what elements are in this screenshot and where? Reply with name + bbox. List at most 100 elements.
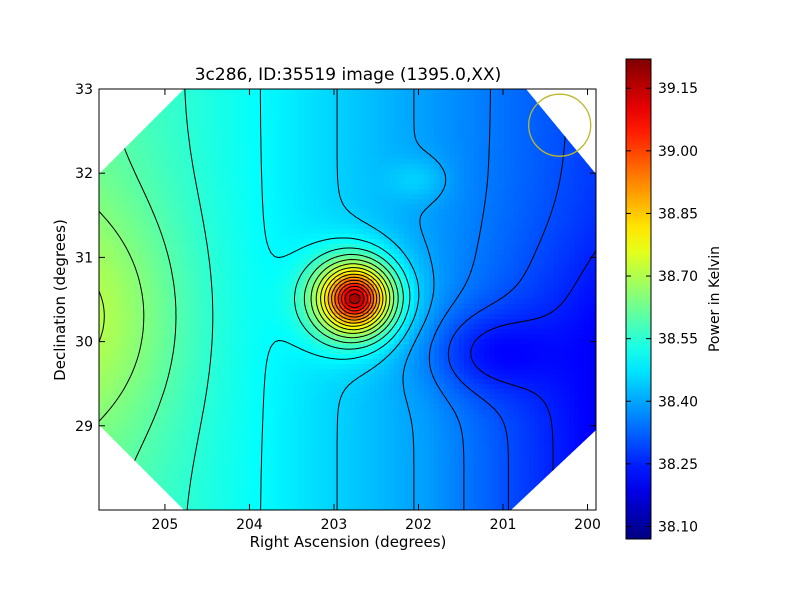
heatmap-cell — [564, 279, 570, 285]
heatmap-cell — [159, 199, 165, 205]
heatmap-cell — [219, 274, 225, 280]
heatmap-cell — [529, 284, 535, 290]
heatmap-cell — [279, 319, 285, 325]
heatmap-cell — [194, 214, 200, 220]
heatmap-cell — [169, 334, 175, 340]
heatmap-cell — [539, 329, 545, 335]
heatmap-cell — [199, 104, 205, 110]
heatmap-cell — [174, 199, 180, 205]
heatmap-cell — [444, 254, 450, 260]
heatmap-cell — [479, 209, 485, 215]
heatmap-cell — [504, 144, 510, 150]
heatmap-cell — [239, 244, 245, 250]
heatmap-cell — [269, 224, 275, 230]
heatmap-cell — [409, 204, 415, 210]
heatmap-cell — [129, 224, 135, 230]
heatmap-cell — [424, 229, 430, 235]
heatmap-cell — [144, 229, 150, 235]
heatmap-cell — [239, 94, 245, 100]
heatmap-cell — [534, 209, 540, 215]
heatmap-cell — [429, 189, 435, 195]
heatmap-cell — [264, 89, 270, 95]
heatmap-cell — [249, 244, 255, 250]
heatmap-cell — [554, 229, 560, 235]
heatmap-cell — [189, 169, 195, 175]
heatmap-cell — [454, 199, 460, 205]
heatmap-cell — [449, 99, 455, 105]
heatmap-cell — [214, 209, 220, 215]
heatmap-cell — [404, 269, 410, 275]
heatmap-cell — [349, 159, 355, 165]
heatmap-cell — [254, 304, 260, 310]
heatmap-cell — [484, 174, 490, 180]
heatmap-cell — [459, 99, 465, 105]
heatmap-cell — [449, 119, 455, 125]
heatmap-cell — [549, 294, 555, 300]
heatmap-cell — [174, 309, 180, 315]
heatmap-cell — [144, 164, 150, 170]
heatmap-cell — [419, 269, 425, 275]
heatmap-cell — [464, 209, 470, 215]
heatmap-cell — [304, 184, 310, 190]
heatmap-cell — [419, 204, 425, 210]
heatmap-cell — [264, 229, 270, 235]
heatmap-cell — [584, 164, 590, 170]
heatmap-cell — [494, 109, 500, 115]
heatmap-cell — [554, 129, 560, 135]
heatmap-cell — [269, 174, 275, 180]
heatmap-cell — [434, 219, 440, 225]
heatmap-cell — [374, 159, 380, 165]
heatmap-cell — [264, 319, 270, 325]
heatmap-cell — [304, 244, 310, 250]
heatmap-cell — [234, 194, 240, 200]
heatmap-cell — [164, 199, 170, 205]
heatmap-cell — [369, 189, 375, 195]
heatmap-cell — [459, 234, 465, 240]
heatmap-cell — [594, 304, 596, 310]
heatmap-cell — [519, 204, 525, 210]
heatmap-cell — [494, 89, 500, 95]
heatmap-cell — [504, 329, 510, 335]
heatmap-cell — [119, 274, 125, 280]
heatmap-cell — [219, 119, 225, 125]
heatmap-cell — [574, 304, 580, 310]
heatmap-cell — [129, 159, 135, 165]
heatmap-cell — [559, 234, 565, 240]
heatmap-cell — [149, 319, 155, 325]
heatmap-cell — [369, 144, 375, 150]
heatmap-cell — [464, 169, 470, 175]
heatmap-cell — [194, 194, 200, 200]
heatmap-cell — [424, 274, 430, 280]
heatmap-cell — [434, 194, 440, 200]
heatmap-cell — [129, 209, 135, 215]
heatmap-cell — [119, 279, 125, 285]
heatmap-cell — [294, 214, 300, 220]
heatmap-cell — [254, 284, 260, 290]
heatmap-cell — [329, 89, 335, 95]
heatmap-cell — [289, 109, 295, 115]
heatmap-cell — [514, 214, 520, 220]
heatmap-cell — [484, 179, 490, 185]
heatmap-cell — [409, 309, 415, 315]
heatmap-cell — [334, 264, 340, 270]
heatmap-cell — [529, 219, 535, 225]
heatmap-cell — [144, 324, 150, 330]
heatmap-cell — [134, 159, 140, 165]
heatmap-cell — [279, 309, 285, 315]
heatmap-cell — [529, 184, 535, 190]
heatmap-cell — [499, 189, 505, 195]
heatmap-cell — [394, 139, 400, 145]
heatmap-cell — [99, 194, 105, 200]
heatmap-cell — [164, 144, 170, 150]
heatmap-cell — [309, 324, 315, 330]
heatmap-cell — [424, 304, 430, 310]
heatmap-cell — [184, 299, 190, 305]
heatmap-cell — [429, 119, 435, 125]
heatmap-cell — [429, 254, 435, 260]
heatmap-cell — [429, 199, 435, 205]
heatmap-cell — [319, 194, 325, 200]
heatmap-cell — [514, 304, 520, 310]
heatmap-cell — [169, 99, 175, 105]
heatmap-cell — [519, 244, 525, 250]
heatmap-cell — [259, 269, 265, 275]
